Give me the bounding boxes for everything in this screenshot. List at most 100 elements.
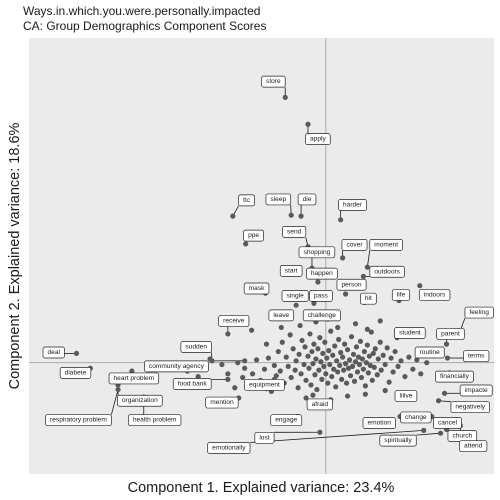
svg-text:sleep: sleep — [270, 196, 286, 203]
point-label-ttc: ttc — [238, 194, 255, 207]
svg-text:health problem: health problem — [133, 417, 177, 424]
data-point — [363, 360, 369, 366]
data-point-sudden — [209, 358, 215, 364]
point-label-emotionally: emotionally — [207, 442, 251, 454]
data-point — [359, 356, 366, 362]
point-label-start: start — [279, 264, 303, 277]
data-point — [335, 324, 341, 331]
data-point-parent — [443, 341, 450, 347]
data-point — [313, 356, 319, 362]
data-point — [364, 326, 370, 332]
x-axis-label: Component 1. Explained variance: 23.4% — [128, 480, 395, 496]
data-point-happen — [315, 279, 321, 285]
point-label-leave: leave — [268, 309, 295, 322]
data-point — [370, 350, 376, 357]
point-label-lost: lost — [254, 431, 275, 444]
data-point — [253, 357, 260, 363]
data-point — [369, 377, 375, 383]
point-label-attend: attend — [459, 440, 488, 453]
data-point — [378, 367, 384, 373]
svg-text:life: life — [397, 291, 406, 298]
data-point — [301, 361, 307, 368]
data-point — [322, 339, 328, 345]
data-point-harder — [338, 217, 344, 223]
data-point — [277, 368, 283, 374]
svg-text:cover: cover — [346, 241, 363, 248]
point-label-heart-problem: heart problem — [108, 372, 160, 385]
point-label-indoors: indoors — [418, 289, 451, 301]
svg-text:deal: deal — [47, 349, 60, 356]
point-label-harder: harder — [338, 199, 367, 211]
data-point-lost — [317, 429, 323, 435]
data-point — [337, 362, 343, 369]
data-point — [339, 376, 345, 382]
data-point — [348, 334, 355, 340]
data-point — [299, 337, 305, 344]
data-point — [372, 346, 378, 352]
leader-line — [366, 250, 371, 268]
data-point — [367, 362, 373, 369]
data-point — [377, 339, 383, 345]
data-point — [332, 343, 338, 349]
data-point — [271, 362, 277, 369]
data-point-impacte — [441, 390, 448, 396]
point-label-change: change — [400, 411, 432, 424]
data-point — [374, 372, 380, 378]
data-point — [355, 354, 362, 360]
svg-text:pass: pass — [314, 292, 329, 299]
data-point — [392, 348, 398, 355]
svg-text:student: student — [399, 329, 421, 336]
svg-text:equipment: equipment — [249, 381, 280, 388]
point-label-deal: deal — [42, 346, 65, 359]
data-point — [307, 331, 313, 337]
data-point — [308, 382, 314, 388]
point-label-parent: parent — [436, 328, 465, 340]
data-point — [386, 379, 392, 385]
data-point — [326, 348, 332, 354]
data-point — [406, 354, 412, 360]
point-label-routine: routine — [414, 346, 445, 359]
data-point-ppe — [243, 241, 249, 247]
data-point — [349, 363, 356, 369]
data-point — [341, 367, 347, 373]
data-point — [352, 321, 359, 327]
data-point — [331, 366, 337, 372]
point-label-food-bank: food bank — [172, 378, 212, 390]
data-point — [325, 380, 331, 386]
data-point-cover — [340, 255, 346, 261]
point-label-ppe: ppe — [243, 229, 264, 242]
data-point — [398, 358, 404, 364]
data-point — [235, 360, 241, 366]
data-point — [295, 385, 301, 391]
svg-text:mention: mention — [210, 399, 234, 406]
point-label-pass: pass — [309, 290, 333, 302]
data-point — [375, 356, 381, 362]
svg-text:spiritually: spiritually — [384, 437, 412, 444]
svg-text:parent: parent — [441, 330, 460, 337]
data-point-person — [342, 291, 349, 297]
data-point — [345, 365, 352, 371]
svg-text:challenge: challenge — [308, 312, 337, 319]
svg-text:church: church — [452, 432, 472, 439]
svg-text:impacte: impacte — [465, 387, 488, 394]
data-point — [278, 324, 284, 331]
data-point — [232, 385, 238, 391]
data-point — [336, 336, 342, 343]
point-label-respiratory-problem: respiratory problem — [45, 414, 112, 427]
point-label-feeling: feeling — [464, 306, 494, 319]
svg-text:diabete: diabete — [65, 369, 87, 376]
point-label-store: store — [261, 75, 286, 88]
svg-text:person: person — [341, 281, 361, 288]
point-label-receive: receive — [218, 315, 250, 327]
data-point-negatively — [435, 398, 442, 404]
data-point-sleep — [288, 212, 294, 218]
data-point — [368, 329, 374, 335]
data-point — [324, 355, 330, 361]
data-point — [293, 358, 299, 364]
point-label-happen: happen — [305, 267, 338, 280]
data-point — [353, 344, 360, 350]
plot-panel — [29, 38, 494, 474]
data-point — [371, 364, 377, 370]
svg-text:happen: happen — [311, 270, 333, 277]
